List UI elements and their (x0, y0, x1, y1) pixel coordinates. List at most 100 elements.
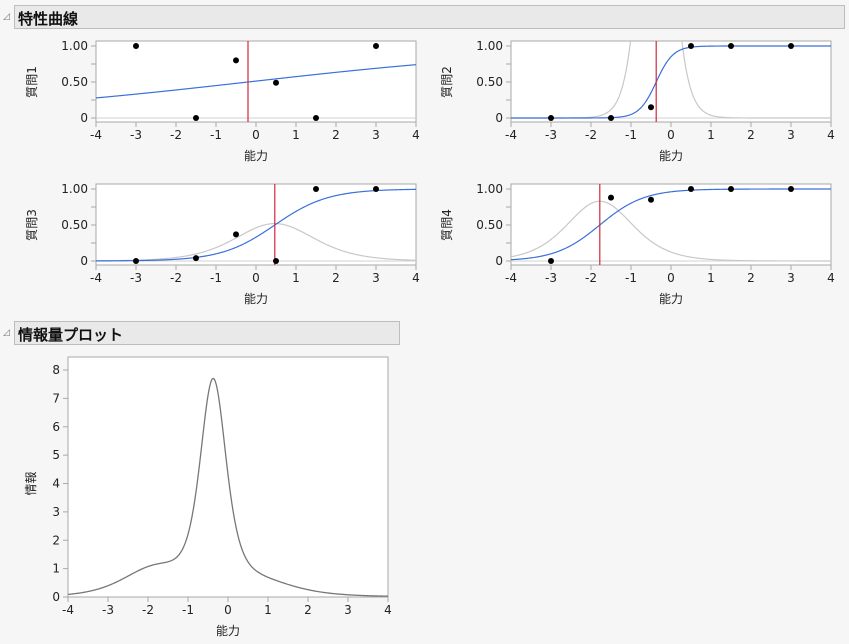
x-tick-label: 1 (292, 128, 300, 142)
observed-point[interactable] (648, 104, 654, 111)
x-tick-label: 3 (787, 271, 795, 285)
observed-point[interactable] (608, 194, 614, 201)
x-tick-label: -2 (585, 271, 597, 285)
observed-point[interactable] (193, 115, 199, 121)
x-tick-label: 4 (827, 128, 835, 142)
x-tick-label: 1 (707, 128, 715, 142)
plot-frame (510, 40, 832, 123)
chart-2: -4 -3 -2 -1 0 1 2 3 4 0 0.50 1.00 能力 質問2 (439, 39, 835, 163)
disclosure-triangle-icon[interactable]: ◿ (3, 328, 10, 338)
x-tick-label: 3 (344, 603, 352, 617)
observed-point[interactable] (133, 258, 139, 264)
y-tick-label: 0.50 (61, 75, 88, 89)
info-section-title: 情報量プロット (18, 326, 124, 344)
observed-point[interactable] (273, 79, 279, 86)
observed-point[interactable] (608, 115, 614, 121)
item-information-curve (511, 200, 831, 262)
x-tick-label: 3 (372, 271, 380, 285)
x-tick-label: -1 (182, 603, 194, 617)
icc-section-title: 特性曲線 (18, 10, 79, 28)
x-axis-title: 能力 (244, 149, 268, 163)
y-tick-label: 1 (52, 562, 60, 576)
x-tick-label: -3 (130, 128, 142, 142)
y-tick-label: 0 (495, 111, 503, 125)
item-information-curve (96, 222, 416, 262)
x-tick-label: -1 (625, 271, 637, 285)
observed-point[interactable] (233, 231, 239, 238)
y-axis-title: 質問2 (439, 66, 454, 98)
x-tick-label: -1 (210, 271, 222, 285)
observed-point[interactable] (233, 57, 239, 64)
observed-point[interactable] (373, 186, 379, 192)
observed-point[interactable] (788, 43, 794, 49)
x-tick-label: 2 (304, 603, 312, 617)
y-tick-label: 0 (52, 590, 60, 604)
x-tick-label: 2 (747, 128, 755, 142)
y-axis-title: 質問4 (439, 209, 454, 241)
x-tick-label: -4 (90, 271, 102, 285)
x-tick-label: -3 (130, 271, 142, 285)
chart-1: -4 -3 -2 -1 0 1 2 3 4 0 0.50 1.00 能力 質問1 (24, 39, 420, 163)
x-tick-label: 1 (707, 271, 715, 285)
y-tick-label: 0 (495, 254, 503, 268)
chart-4: -4 -3 -2 -1 0 1 2 3 4 0 0.50 1.00 能力 質問4 (439, 182, 835, 306)
observed-point[interactable] (788, 186, 794, 192)
y-tick-label: 8 (52, 363, 60, 377)
observed-point[interactable] (133, 43, 139, 49)
x-tick-label: 2 (332, 271, 340, 285)
observed-point[interactable] (648, 196, 654, 203)
x-axis-title: 能力 (659, 149, 683, 163)
x-tick-label: -4 (90, 128, 102, 142)
observed-point[interactable] (728, 186, 734, 192)
x-tick-label: -2 (170, 271, 182, 285)
x-tick-label: 3 (787, 128, 795, 142)
y-tick-label: 1.00 (476, 182, 503, 196)
observed-point[interactable] (728, 43, 734, 49)
y-tick-label: 6 (52, 420, 60, 434)
x-tick-label: -4 (505, 271, 517, 285)
x-tick-label: 2 (332, 128, 340, 142)
y-axis-title: 質問1 (24, 66, 39, 98)
observed-point[interactable] (313, 186, 319, 192)
x-tick-label: 1 (264, 603, 272, 617)
x-tick-label: 0 (667, 271, 675, 285)
x-tick-label: 3 (372, 128, 380, 142)
y-tick-label: 7 (52, 391, 60, 405)
x-tick-label: -4 (505, 128, 517, 142)
x-tick-label: 4 (412, 271, 420, 285)
y-tick-label: 1.00 (476, 39, 503, 53)
observed-point[interactable] (548, 258, 554, 264)
x-axis-title: 能力 (244, 292, 268, 306)
plot-frame (95, 183, 417, 266)
x-tick-label: -3 (545, 271, 557, 285)
observed-point[interactable] (373, 43, 379, 49)
x-tick-label: 4 (827, 271, 835, 285)
x-tick-label: -4 (62, 603, 74, 617)
observed-point[interactable] (688, 186, 694, 192)
x-tick-label: 0 (667, 128, 675, 142)
observed-point[interactable] (313, 115, 319, 121)
info-section-header[interactable]: 情報量プロット (14, 321, 400, 345)
x-tick-label: -1 (625, 128, 637, 142)
observed-point[interactable] (193, 255, 199, 262)
icc-curve (96, 64, 416, 99)
x-axis-title: 能力 (659, 292, 683, 306)
x-tick-label: -1 (210, 128, 222, 142)
x-tick-label: 0 (252, 271, 260, 285)
x-tick-label: -2 (585, 128, 597, 142)
icc-curve (511, 45, 831, 119)
observed-point[interactable] (688, 43, 694, 49)
x-axis-title: 能力 (216, 624, 240, 638)
x-tick-label: 1 (292, 271, 300, 285)
observed-point[interactable] (273, 258, 279, 264)
observed-point[interactable] (548, 115, 554, 121)
x-tick-label: 2 (747, 271, 755, 285)
y-tick-label: 0.50 (476, 75, 503, 89)
disclosure-triangle-icon[interactable]: ◿ (3, 12, 10, 22)
x-tick-label: -3 (102, 603, 114, 617)
y-axis-title: 情報 (24, 471, 38, 495)
icc-section-header[interactable]: 特性曲線 (14, 5, 845, 29)
chart-5: -4 -3 -2 -1 0 1 2 3 4 0 1 2 3 4 5 6 7 8 能力 情報 (24, 356, 392, 638)
plot-frame (510, 183, 832, 266)
